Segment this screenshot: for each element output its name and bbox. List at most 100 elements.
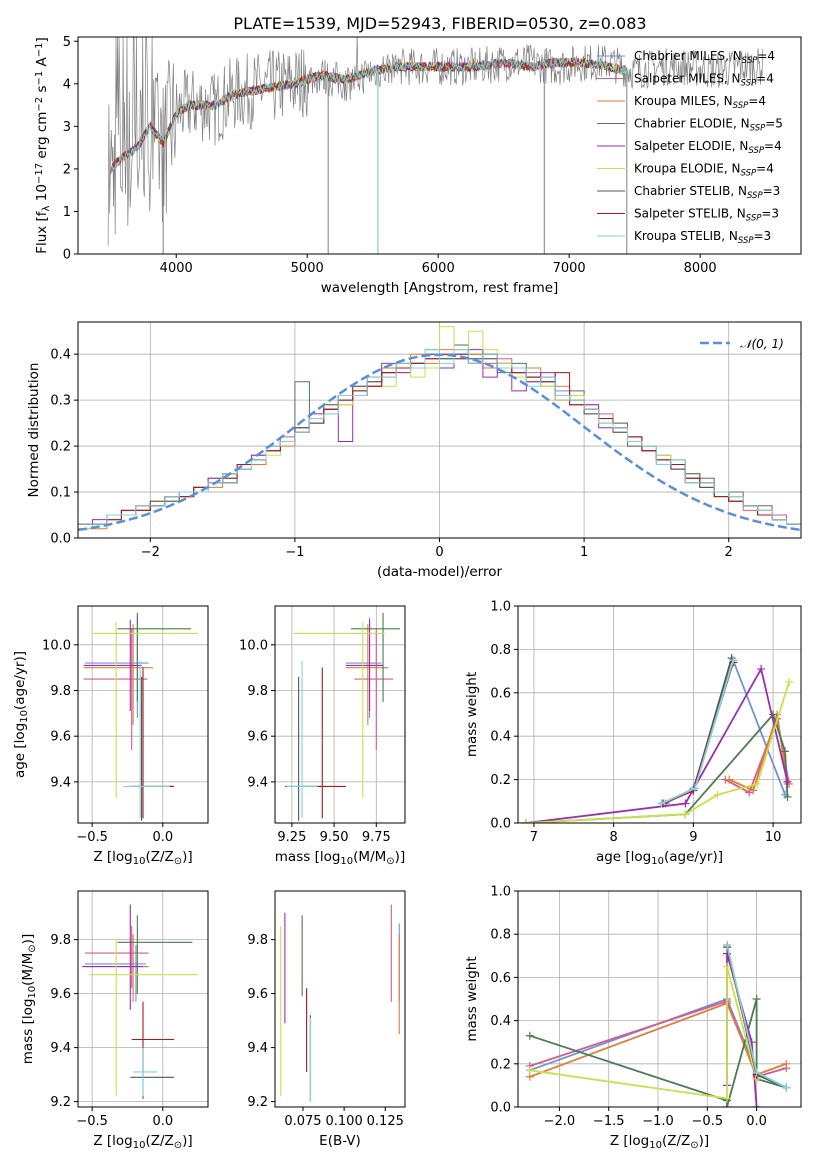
x-tick-label: −1.5 <box>593 1114 625 1129</box>
y-tick-label: 9.2 <box>247 1095 268 1110</box>
errorbar-chabrier-elodie <box>117 915 193 994</box>
y-tick-label: 0.6 <box>490 971 511 986</box>
x-axis-label: Z [log10(Z/Z⊙)] <box>610 1133 709 1151</box>
y-tick-label: 2 <box>63 162 71 177</box>
series-line <box>726 953 758 1107</box>
y-tick-label: 9.4 <box>247 1041 268 1056</box>
x-tick-label: −0.5 <box>76 830 108 845</box>
series-line <box>529 1002 787 1078</box>
series-kroupa-stelib <box>723 941 791 1092</box>
y-tick-label: 1.0 <box>490 600 511 615</box>
y-tick-label: 0 <box>63 248 71 263</box>
axes-frame <box>517 605 802 824</box>
chart-age-vs-mass: 9.25 9.50 9.75 9.4 9.6 9.8 10.0 mass [log10(M/M… <box>239 605 406 867</box>
point-marker <box>752 995 761 1003</box>
axes-frame <box>77 321 802 539</box>
plot-area <box>107 37 764 254</box>
x-axis-label: mass [log10(M/M⊙)] <box>275 849 405 867</box>
y-tick-label: 9.6 <box>50 730 71 745</box>
x-tick-label: 0.100 <box>326 1114 363 1129</box>
legend-entry: 𝒩(0, 1) <box>740 337 784 351</box>
legend-entry: Salpeter ELODIE, NSSP=4 <box>634 139 782 156</box>
chart-age-vs-Z: −0.5 0.0 9.4 9.6 9.8 10.0 Z [log10(Z/Z⊙)] age [… <box>12 605 209 867</box>
axes-frame <box>517 890 802 1108</box>
y-tick-label: 0.6 <box>490 686 511 701</box>
y-tick-label: 5 <box>63 35 71 50</box>
plot-area <box>280 904 400 1102</box>
y-tick-label: 9.8 <box>50 933 71 948</box>
errorbar-salpeter-miles <box>83 628 148 750</box>
errorbar-kroupa-elodie <box>293 621 385 798</box>
series-kroupa-stelib <box>657 656 738 808</box>
series-salpeter-elodie <box>521 664 792 823</box>
legend-entry: Chabrier MILES, NSSP=4 <box>634 49 775 66</box>
series-line <box>529 966 758 1100</box>
legend: Chabrier MILES, NSSP=4 Salpeter MILES, NS… <box>597 49 783 246</box>
y-axis-label: Flux [fλ 10−17 erg cm−2 s−1 A−1] <box>34 37 52 254</box>
series-chabrier-elodie <box>521 710 792 823</box>
series-line <box>728 714 789 792</box>
errorbar-salpeter-miles <box>354 628 394 750</box>
axes-frame <box>77 605 209 824</box>
y-axis-label: mass weight <box>464 672 480 757</box>
x-tick-label: 0.0 <box>746 1114 767 1129</box>
axes-frame <box>274 605 406 824</box>
point-marker <box>690 784 699 793</box>
point-marker <box>521 819 530 823</box>
x-tick-label: 9 <box>689 830 697 845</box>
y-tick-label: 0.4 <box>490 1014 511 1029</box>
legend-entry: Kroupa STELIB, NSSP=3 <box>634 229 771 246</box>
errorbar-kroupa-elodie <box>92 621 199 798</box>
y-tick-label: 1.0 <box>490 885 511 900</box>
x-tick-label: 0.125 <box>367 1114 404 1129</box>
y-axis-label: age [log10(age/yr)] <box>12 651 30 778</box>
point-marker <box>757 664 766 673</box>
errorbar-chabrier-stelib <box>285 676 318 821</box>
legend: 𝒩(0, 1) <box>700 337 784 351</box>
y-axis-label: mass [log10(M/M⊙)] <box>20 934 38 1064</box>
errorbar-kroupa-elodie <box>89 939 199 1097</box>
y-tick-label: 9.6 <box>247 730 268 745</box>
chart-spectrum: 4000 5000 6000 7000 8000 0 1 2 3 4 5 wavelength [An… <box>34 35 802 296</box>
point-marker <box>725 775 734 784</box>
legend-entry: Chabrier STELIB, NSSP=3 <box>634 184 780 201</box>
series-kroupa-elodie <box>525 962 761 1103</box>
x-tick-label: 1 <box>580 545 588 560</box>
chart-mass-vs-Z: −0.5 0.0 9.2 9.4 9.6 9.8 Z [log10(Z/Z⊙)] mass [… <box>20 890 209 1151</box>
x-axis-label: age [log10(age/yr)] <box>596 849 723 867</box>
errorbar-salpeter-stelib <box>131 1001 175 1072</box>
y-tick-label: 0.0 <box>50 532 71 547</box>
y-tick-label: 4 <box>63 77 71 92</box>
point-marker <box>713 790 722 799</box>
point-marker <box>681 810 690 819</box>
point-marker <box>783 792 792 801</box>
chart-weight-vs-Z: −2.0 −1.5 −1.0 −0.5 0.0 0.0 0.2 0.4 0.6 0.8 1.0 Z [… <box>464 885 802 1151</box>
plot-area <box>78 326 801 538</box>
y-axis-label: Normed distribution <box>26 363 42 498</box>
x-tick-label: 9.75 <box>362 830 391 845</box>
x-axis-label: Z [log10(Z/Z⊙)] <box>93 1133 192 1151</box>
y-tick-label: 9.8 <box>50 684 71 699</box>
point-marker <box>781 747 790 756</box>
plot-area <box>82 904 199 1099</box>
legend-entry: Kroupa MILES, NSSP=4 <box>634 94 766 111</box>
axes-frame <box>77 36 802 255</box>
chart-mass-vs-ebv: 0.075 0.100 0.125 9.2 9.4 9.6 9.8 E(B-V) <box>247 890 406 1149</box>
errorbar-chabrier-elodie <box>117 612 192 702</box>
x-tick-label: 8 <box>610 830 618 845</box>
y-tick-label: 9.6 <box>50 987 71 1002</box>
series-line <box>529 998 787 1107</box>
point-marker <box>681 799 690 808</box>
y-tick-label: 9.6 <box>247 987 268 1002</box>
x-axis-label: (data-model)/error <box>377 564 503 580</box>
axes-frame <box>274 890 406 1108</box>
y-tick-label: 0.2 <box>50 440 71 455</box>
x-tick-label: 9.25 <box>277 830 306 845</box>
x-tick-label: 4000 <box>160 261 193 276</box>
x-tick-label: 9.50 <box>320 830 349 845</box>
y-tick-label: 0.0 <box>490 817 511 832</box>
y-tick-label: 9.8 <box>247 684 268 699</box>
series-kroupa-elodie <box>521 677 794 823</box>
errorbar-kroupa-miles <box>83 624 153 725</box>
